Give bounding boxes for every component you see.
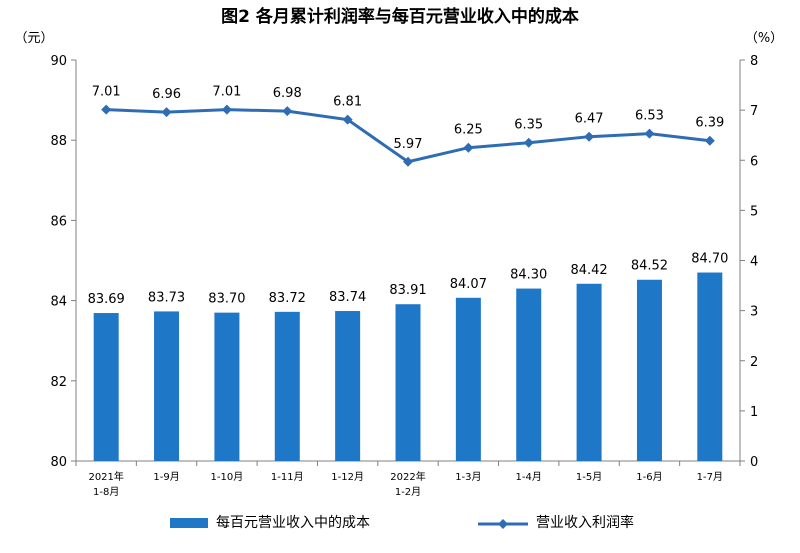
legend: 每百元营业收入中的成本 营业收入利润率 <box>170 514 634 531</box>
line-point <box>704 135 715 146</box>
right-tick-label: 1 <box>750 405 758 420</box>
category-label: 2022年 <box>390 470 425 483</box>
line-point <box>403 156 413 167</box>
axes: 80 82 84 86 88 90 0 1 2 3 4 5 6 7 8 <box>50 54 758 470</box>
bar-data-label: 83.72 <box>269 291 306 306</box>
bar <box>455 297 481 461</box>
bar-data-label: 84.70 <box>691 252 728 267</box>
category-label: 1-11月 <box>271 471 304 483</box>
line-point <box>282 106 293 117</box>
left-axis-unit: （元） <box>14 31 53 46</box>
line-data-label: 6.98 <box>273 86 302 101</box>
legend-line-label: 营业收入利润率 <box>536 514 634 531</box>
line-path <box>106 108 710 164</box>
right-tick-label: 6 <box>750 154 758 169</box>
category-label: 1-4月 <box>516 471 542 483</box>
chart-title: 图2 各月累计利润率与每百元营业收入中的成本 <box>221 6 579 27</box>
bar-data-label: 84.30 <box>510 268 547 283</box>
legend-bar-swatch <box>170 518 208 528</box>
right-tick-label: 0 <box>750 455 758 470</box>
right-tick-label: 4 <box>750 255 758 270</box>
category-label: 1-3月 <box>455 471 481 483</box>
bar <box>516 288 542 461</box>
line-point <box>161 107 172 118</box>
bar <box>395 304 421 461</box>
line-point <box>644 128 655 139</box>
category-label: 1-8月 <box>93 486 119 498</box>
line-point <box>342 114 353 125</box>
data-labels: 83.69 83.73 83.70 83.72 83.74 83.91 84.07 84.30… <box>88 85 729 307</box>
bar <box>335 311 361 461</box>
bar <box>636 279 662 461</box>
bar <box>93 313 119 461</box>
left-tick-label: 86 <box>50 214 67 229</box>
category-label: 1-9月 <box>153 471 179 483</box>
left-tick-label: 82 <box>50 375 67 390</box>
line-data-label: 5.97 <box>394 137 423 152</box>
line-data-label: 7.01 <box>212 85 241 100</box>
category-labels: 2021年 1-8月 1-9月 1-10月 1-11月 1-12月 2022年 1-2月 1-3… <box>88 470 723 498</box>
bar-data-label: 83.91 <box>389 283 426 298</box>
bar-data-label: 83.69 <box>88 292 125 307</box>
left-tick-label: 90 <box>50 54 67 69</box>
line-point <box>221 104 232 115</box>
category-label: 1-12月 <box>331 471 364 483</box>
line-point <box>463 142 474 153</box>
category-label: 1-7月 <box>697 471 723 483</box>
bar-data-label: 84.07 <box>450 277 487 292</box>
line-data-label: 7.01 <box>92 85 121 100</box>
line-data-label: 6.47 <box>575 112 604 127</box>
left-tick-label: 84 <box>50 295 67 310</box>
bar <box>214 312 240 461</box>
left-tick-label: 80 <box>50 455 67 470</box>
category-label: 1-2月 <box>395 486 421 498</box>
bar <box>697 272 723 461</box>
category-label: 1-6月 <box>636 471 662 483</box>
right-tick-label: 3 <box>750 305 758 320</box>
right-tick-label: 8 <box>750 54 758 69</box>
line-data-label: 6.39 <box>695 116 724 131</box>
line-point <box>584 131 595 142</box>
line-series <box>101 104 715 167</box>
line-data-label: 6.81 <box>333 95 362 110</box>
category-label: 2021年 <box>88 470 123 483</box>
line-data-label: 6.96 <box>152 87 181 102</box>
line-data-label: 6.25 <box>454 123 483 138</box>
legend-bar-label: 每百元营业收入中的成本 <box>216 515 370 531</box>
line-data-label: 6.35 <box>514 118 543 133</box>
right-tick-label: 7 <box>750 104 758 119</box>
category-label: 1-5月 <box>576 471 602 483</box>
bar <box>274 311 300 461</box>
right-tick-label: 5 <box>750 204 758 219</box>
legend-line-marker <box>498 519 508 529</box>
bar <box>154 311 180 461</box>
line-point <box>523 137 534 148</box>
bar-data-label: 84.42 <box>570 263 607 278</box>
bar-data-label: 83.70 <box>208 292 245 307</box>
bar-data-label: 84.52 <box>631 259 668 274</box>
line-data-label: 6.53 <box>635 109 664 124</box>
right-axis-unit: （%） <box>745 31 783 46</box>
bar-data-label: 83.73 <box>148 290 185 305</box>
category-label: 1-10月 <box>211 471 244 483</box>
left-tick-label: 88 <box>50 134 67 149</box>
bar <box>576 283 602 461</box>
line-point <box>101 104 112 115</box>
bar-data-label: 83.74 <box>329 290 366 305</box>
right-tick-label: 2 <box>750 355 758 370</box>
bar-series <box>93 272 723 461</box>
